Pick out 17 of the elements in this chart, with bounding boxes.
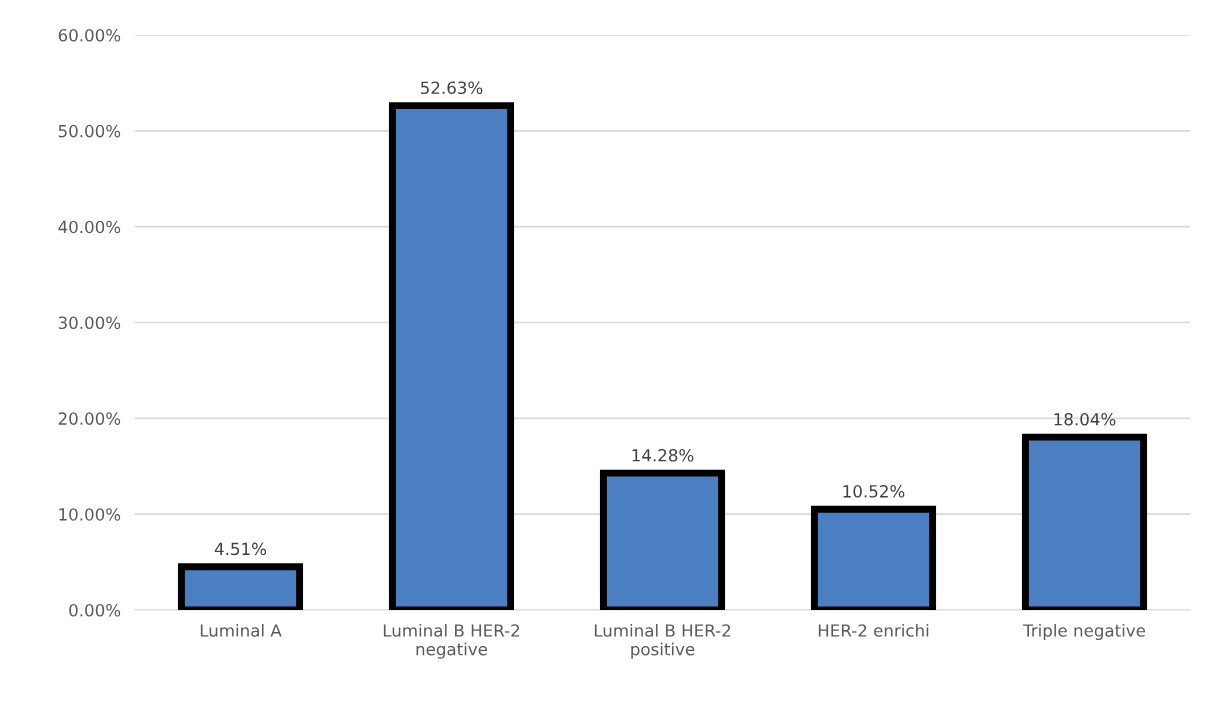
y-tick-label: 10.00%: [59, 508, 121, 521]
data-label: 14.28%: [632, 448, 694, 462]
x-tick-label: Triple negative: [1023, 623, 1146, 641]
y-tick-label: 30.00%: [58, 316, 121, 330]
x-tick-label: HER-2 enrichi: [818, 623, 929, 637]
y-tick-label: 20.00%: [58, 412, 121, 425]
y-tick-label: 0.00%: [69, 603, 121, 617]
x-tick-label: Luminal B HER-2 negative: [383, 623, 520, 659]
data-label: 52.63%: [421, 81, 483, 95]
x-tick-label: Luminal A: [200, 623, 282, 637]
y-tick-label: 40.00%: [58, 220, 121, 234]
y-tick-label: 50.00%: [58, 124, 121, 138]
y-tick-label: 60.00%: [58, 28, 121, 42]
data-label: 18.04%: [1054, 412, 1116, 426]
data-label: 4.51%: [214, 542, 267, 556]
x-tick-label: Luminal B HER-2 positive: [594, 623, 731, 659]
data-label: 10.52%: [843, 485, 905, 498]
